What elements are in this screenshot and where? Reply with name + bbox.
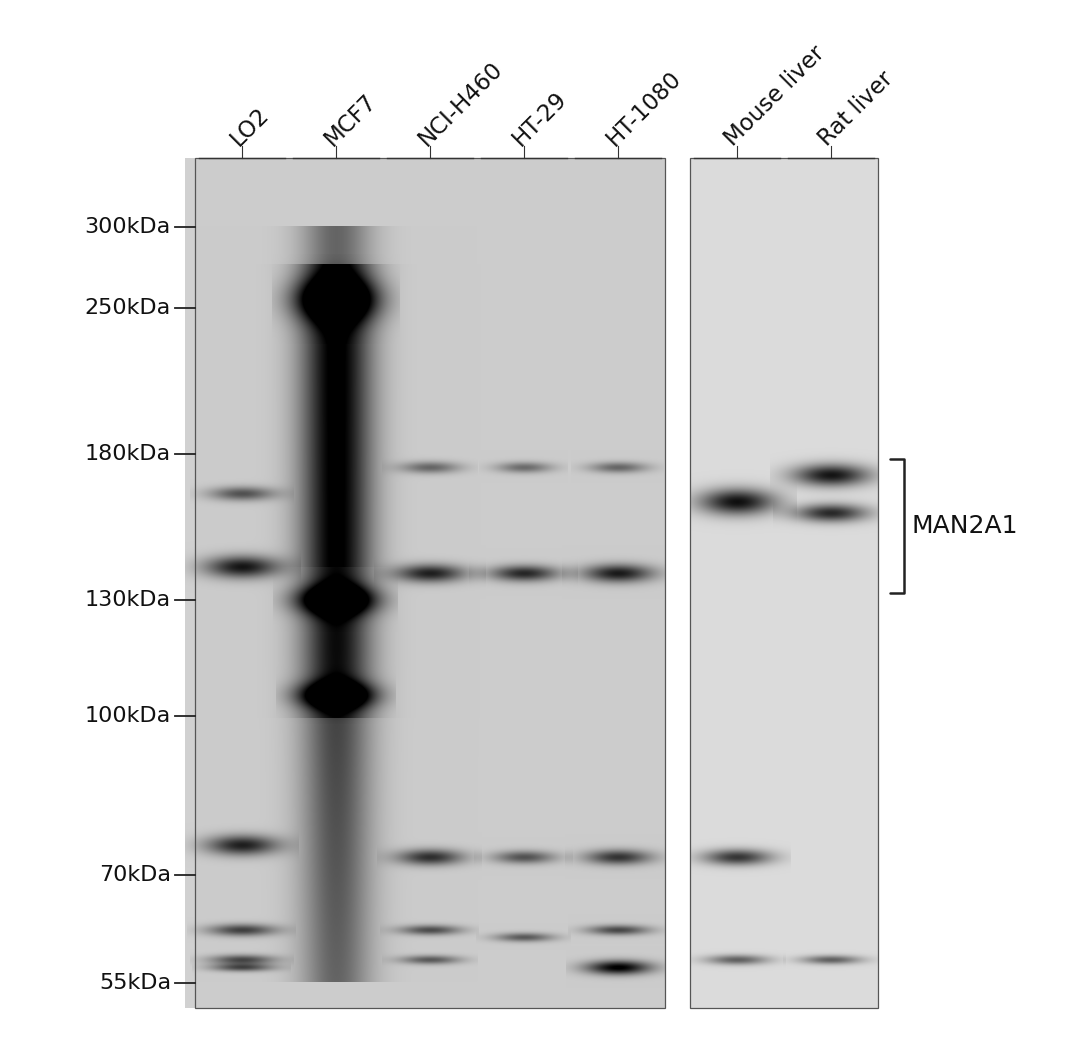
Bar <box>690 158 878 1008</box>
Text: NCI-H460: NCI-H460 <box>414 58 507 151</box>
Text: Rat liver: Rat liver <box>814 67 899 151</box>
Text: 180kDa: 180kDa <box>85 444 171 464</box>
Text: 100kDa: 100kDa <box>84 707 171 727</box>
Bar <box>665 158 690 1008</box>
Text: MCF7: MCF7 <box>320 89 381 151</box>
Text: 300kDa: 300kDa <box>84 217 171 237</box>
Text: HT-1080: HT-1080 <box>602 67 686 151</box>
Text: LO2: LO2 <box>226 103 273 151</box>
Text: 55kDa: 55kDa <box>99 973 171 993</box>
Text: HT-29: HT-29 <box>508 87 571 151</box>
Bar <box>195 158 665 1008</box>
Text: 250kDa: 250kDa <box>84 298 171 318</box>
Text: 130kDa: 130kDa <box>85 589 171 609</box>
Text: Mouse liver: Mouse liver <box>720 42 829 151</box>
Text: MAN2A1: MAN2A1 <box>912 514 1017 538</box>
Text: 70kDa: 70kDa <box>99 866 171 886</box>
